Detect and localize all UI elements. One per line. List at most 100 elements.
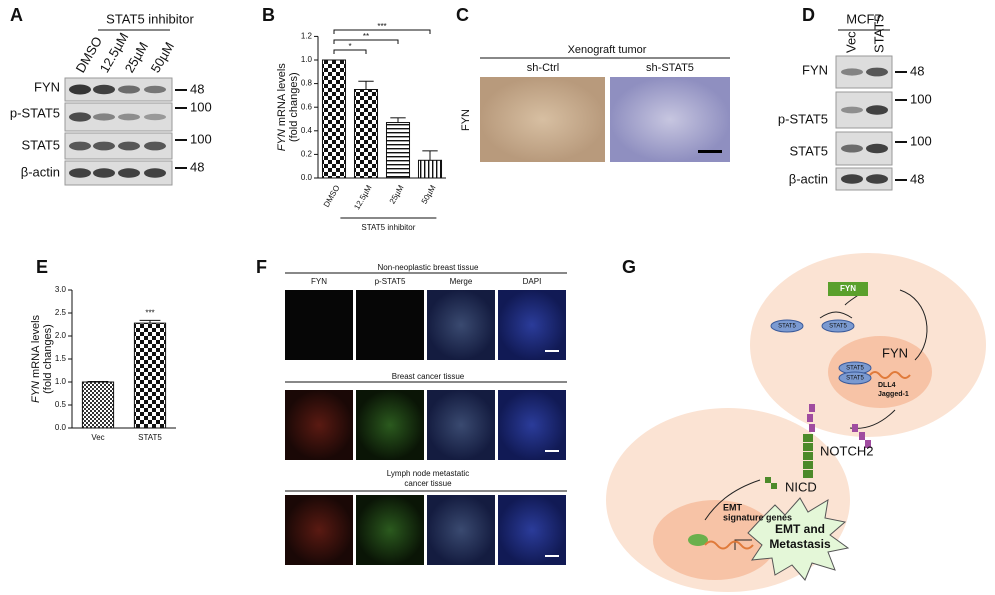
blot-strip — [835, 167, 893, 191]
ligand — [807, 414, 813, 422]
y-axis-label-text: mRNA levels — [276, 63, 288, 126]
ligand — [809, 424, 815, 432]
nucleus — [828, 336, 932, 408]
column-label: p-STAT5 — [375, 277, 406, 286]
y-tick-label: 1.0 — [301, 55, 313, 64]
blot-band — [93, 168, 115, 178]
arrow — [899, 289, 928, 361]
blot-band — [841, 106, 863, 114]
column-label: DAPI — [523, 277, 542, 286]
fluorescence-image — [498, 390, 566, 460]
bar — [385, 122, 411, 179]
y-tick-label: 0.4 — [301, 126, 313, 135]
row-label: p-STAT5 — [10, 105, 60, 120]
nicd — [765, 477, 771, 483]
y-axis-label-unit: (fold changes) — [288, 72, 300, 142]
panel-letter: E — [36, 257, 48, 277]
blot-band — [841, 174, 863, 184]
receptor — [803, 452, 813, 460]
fluorescence-image — [285, 495, 353, 565]
significance: ** — [363, 32, 369, 41]
ihc-image — [610, 77, 730, 162]
stat5-protein — [821, 319, 855, 333]
x-tick-label: DMSO — [322, 184, 342, 209]
lane-label: Vec — [843, 31, 858, 53]
protein-label: FYN — [840, 284, 856, 293]
y-tick-label: 1.5 — [55, 354, 67, 363]
y-tick-label: 3.0 — [55, 285, 67, 294]
lane-label: STAT5 — [871, 14, 886, 53]
blot-band — [866, 174, 888, 184]
fluorescence-image — [285, 290, 353, 360]
blot-band — [118, 168, 140, 178]
scale-bar — [545, 450, 559, 452]
significance: * — [348, 42, 351, 51]
bar — [353, 89, 379, 179]
outcome-label: Metastasis — [769, 537, 831, 551]
marker-label: 100 — [910, 133, 932, 148]
ligand — [859, 432, 865, 440]
y-tick-label: 1.2 — [301, 32, 313, 41]
blot-band — [866, 105, 888, 115]
row-label: β-actin — [21, 164, 60, 179]
receptor — [803, 470, 813, 478]
blot-band — [866, 143, 888, 154]
row-label: FYN — [802, 62, 828, 77]
y-axis-label-unit: (fold changes) — [42, 324, 54, 394]
y-tick-label: 2.0 — [55, 331, 67, 340]
blot-band — [841, 68, 863, 76]
row-label: FYN — [34, 79, 60, 94]
blot-band — [144, 141, 166, 151]
significance-bracket — [333, 39, 399, 44]
dna — [704, 540, 754, 550]
blot-band — [866, 67, 888, 77]
y-tick-label: 1.0 — [55, 377, 67, 386]
receptor-label: NOTCH2 — [820, 443, 873, 458]
dna — [869, 371, 911, 379]
gene-label: EMT — [723, 502, 743, 512]
ihc-image — [480, 77, 605, 162]
blot-band — [118, 85, 140, 94]
scale-bar — [698, 150, 722, 153]
protein-label: STAT5 — [829, 324, 847, 330]
panel-letter: G — [622, 257, 636, 277]
gene-label: signature genes — [723, 512, 792, 522]
column-label: FYN — [311, 277, 327, 286]
ligand — [852, 424, 858, 432]
bar — [81, 381, 115, 429]
marker-label: 48 — [910, 63, 924, 78]
blot-band — [93, 113, 115, 121]
blot-band — [144, 113, 166, 121]
panel-letter: C — [456, 5, 469, 25]
bar — [417, 159, 443, 179]
starburst — [747, 497, 850, 581]
stain-label: FYN — [460, 109, 472, 131]
row-label: β-actin — [789, 171, 828, 186]
tissue-label: Lymph node metastatic — [387, 469, 469, 478]
cell-line: MCF7 — [846, 11, 881, 26]
y-tick-label: 0.0 — [301, 173, 313, 182]
outcome-label: EMT and — [775, 522, 825, 536]
row-label: STAT5 — [21, 137, 60, 152]
panel-letter: D — [802, 5, 815, 25]
y-tick-label: 0.5 — [55, 400, 67, 409]
arrow — [819, 311, 853, 319]
y-tick-label: 0.6 — [301, 102, 313, 111]
ligand — [809, 404, 815, 412]
gene-label: FYN — [882, 345, 908, 360]
panel-letter: A — [10, 5, 23, 25]
x-tick-label: 25µM — [388, 183, 406, 205]
receptor — [803, 443, 813, 451]
marker-label: 48 — [190, 81, 204, 96]
y-axis-label: FYN mRNA levels — [30, 314, 42, 403]
blot-band — [144, 85, 166, 94]
scale-bar — [545, 350, 559, 352]
blot-band — [118, 141, 140, 151]
stat5-protein — [770, 319, 804, 333]
stat5-protein — [838, 371, 872, 385]
blot-band — [118, 113, 140, 121]
gene-label: Jagged-1 — [878, 391, 909, 398]
marker-label: 100 — [910, 91, 932, 106]
x-tick-label: Vec — [91, 433, 104, 442]
